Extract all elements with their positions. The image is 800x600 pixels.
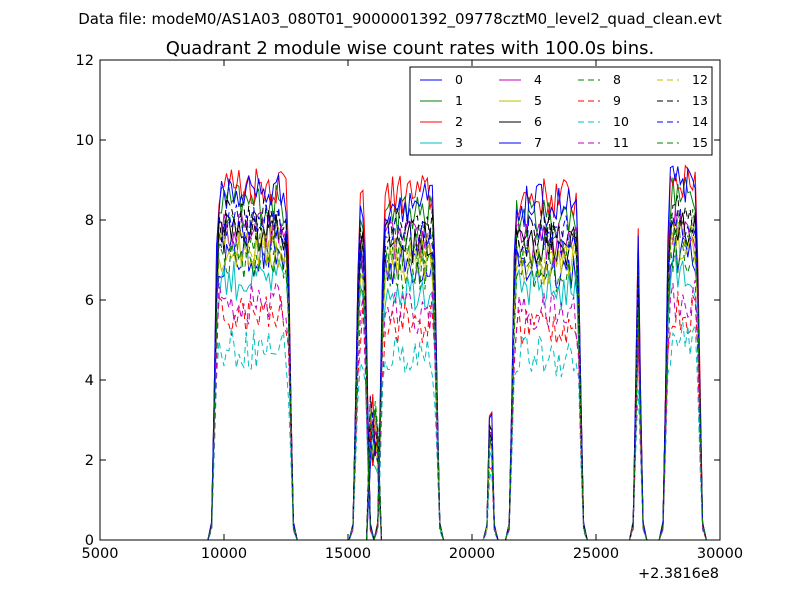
chart-suptitle: Data file: modeM0/AS1A03_080T01_90000013…	[78, 10, 722, 29]
y-tick-label: 2	[85, 453, 94, 469]
x-tick-label: 30000	[697, 546, 743, 562]
series-line-14	[100, 204, 707, 541]
y-tick-label: 6	[85, 293, 94, 309]
y-tick-label: 0	[85, 533, 94, 549]
x-tick-label: 10000	[201, 546, 247, 562]
legend-label: 11	[613, 135, 629, 150]
y-tick-label: 4	[85, 373, 94, 389]
legend-label: 5	[534, 93, 542, 108]
legend-label: 10	[613, 114, 629, 129]
series-line-8	[100, 208, 707, 541]
legend-label: 9	[613, 93, 621, 108]
series-line-7	[100, 165, 707, 541]
series-line-12	[100, 219, 707, 541]
x-tick-label: 15000	[325, 546, 371, 562]
plot-lines	[100, 164, 707, 541]
legend-label: 6	[534, 114, 542, 129]
legend-label: 13	[692, 93, 708, 108]
legend-label: 3	[455, 135, 463, 150]
y-tick-label: 12	[76, 53, 94, 69]
legend-label: 0	[455, 72, 463, 87]
legend-label: 4	[534, 72, 542, 87]
legend-box	[409, 66, 713, 156]
legend-label: 14	[692, 114, 708, 129]
x-tick-label: 5000	[82, 546, 119, 562]
y-tick-label: 10	[76, 133, 94, 149]
series-line-11	[100, 279, 707, 541]
legend-label: 1	[455, 93, 463, 108]
legend-label: 2	[455, 114, 463, 129]
chart-title: Quadrant 2 module wise count rates with …	[166, 38, 655, 59]
series-line-1	[100, 177, 707, 541]
series-line-2	[100, 164, 707, 541]
series-line-10	[100, 322, 707, 541]
legend-label: 12	[692, 72, 708, 87]
series-line-15	[100, 235, 707, 541]
x-offset-label: +2.3816e8	[638, 566, 719, 582]
legend-label: 15	[692, 135, 708, 150]
series-line-9	[100, 291, 707, 541]
x-tick-label: 25000	[573, 546, 619, 562]
legend-label: 7	[534, 135, 542, 150]
y-tick-label: 8	[85, 213, 94, 229]
legend-label: 8	[613, 72, 621, 87]
x-tick-label: 20000	[449, 546, 495, 562]
series-line-5	[100, 225, 707, 541]
series-line-0	[100, 234, 707, 541]
